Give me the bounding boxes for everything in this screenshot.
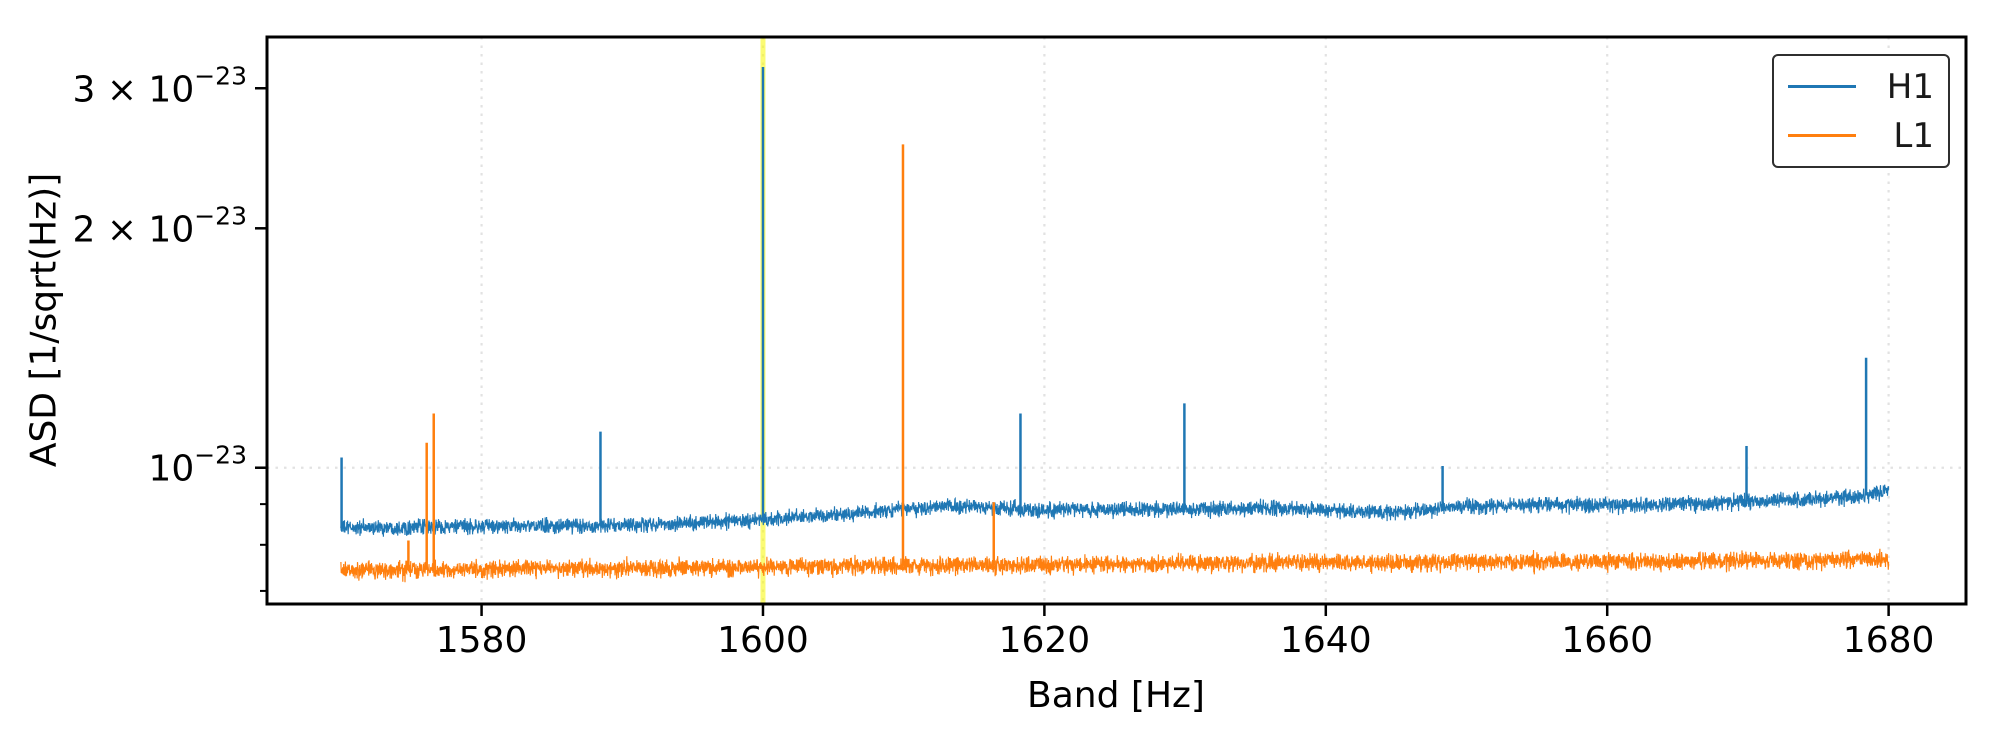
axes-spines [265,35,1968,606]
legend-item-h1: H1 [1788,70,1934,104]
y-tick-label: 10−23 [148,441,247,490]
x-tick-label: 1640 [1280,620,1372,661]
x-tick-label: 1600 [717,620,809,661]
x-tick-label: 1680 [1843,620,1935,661]
legend-label-h1: H1 [1886,66,1934,107]
h1-line-sample-icon [1788,85,1856,88]
y-tick-label: 2 × 10−23 [72,201,247,250]
x-tick-label: 1660 [1561,620,1653,661]
h1-curve [340,484,1890,537]
l1-line-sample-icon [1788,134,1856,137]
x-axis-label: Band [Hz] [1027,675,1205,716]
legend-item-l1: L1 [1788,119,1934,153]
x-tick-label: 1620 [999,620,1091,661]
l1-curve [340,548,1890,583]
x-tick-label: 1580 [436,620,528,661]
y-axis-label: ASD [1/sqrt(Hz)] [23,172,65,468]
legend: H1 L1 [1772,54,1950,168]
y-tick-label: 3 × 10−23 [72,61,247,110]
legend-label-l1: L1 [1893,115,1934,156]
